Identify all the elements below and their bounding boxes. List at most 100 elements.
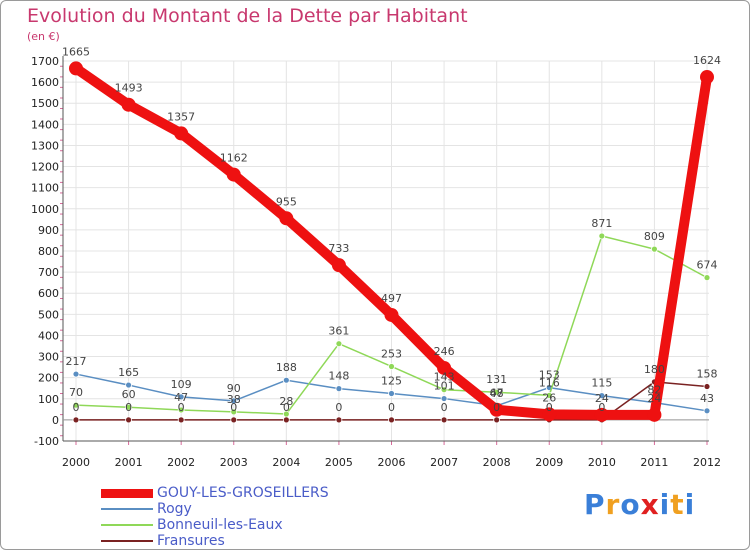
x-tick-label: 2004	[272, 456, 300, 469]
data-label: 0	[178, 401, 185, 414]
y-tick-label: 100	[38, 393, 59, 406]
data-point	[121, 97, 136, 112]
data-point	[388, 363, 395, 370]
chart-title: Evolution du Montant de la Dette par Hab…	[27, 5, 468, 27]
data-point	[703, 274, 711, 282]
y-tick-label: 1400	[31, 118, 59, 131]
data-label: 38	[227, 393, 241, 406]
legend-label: GOUY-LES-GROSEILLERS	[157, 485, 329, 501]
data-label: 82	[647, 384, 661, 397]
x-tick-label: 2012	[693, 456, 721, 469]
data-point	[279, 211, 294, 226]
data-point	[230, 416, 238, 424]
legend-swatch-fransures	[101, 540, 153, 542]
data-point	[335, 340, 343, 348]
data-point	[545, 391, 553, 399]
data-label: 1624	[693, 54, 721, 67]
logo-letter: i	[684, 488, 696, 521]
data-label: 1665	[62, 45, 90, 58]
legend-swatch-bonneuil	[101, 524, 153, 526]
data-point	[177, 393, 185, 401]
data-point	[388, 416, 395, 424]
x-tick-label: 2001	[115, 456, 143, 469]
data-label: 955	[276, 195, 297, 208]
data-label: 0	[283, 401, 290, 414]
data-point	[174, 126, 189, 141]
data-point	[230, 408, 238, 416]
data-label: 48	[490, 387, 504, 400]
data-point	[384, 307, 399, 322]
data-point	[72, 370, 80, 378]
y-tick-label: 600	[38, 287, 59, 300]
y-tick-label: 1500	[31, 97, 59, 110]
data-label: 1162	[220, 152, 248, 165]
y-tick-label: 1600	[31, 76, 59, 89]
x-tick-labels: 2000 2001 2002 2003 2004 2005 2006 2007 2008 2009…	[62, 456, 721, 469]
data-point	[594, 407, 609, 422]
y-tick-label: 800	[38, 245, 59, 258]
data-point	[440, 386, 448, 394]
data-label: 90	[227, 382, 241, 395]
data-label: 67	[490, 387, 504, 400]
logo-letter: i	[659, 488, 671, 521]
data-point	[598, 232, 606, 240]
data-label: 101	[434, 380, 455, 393]
data-point	[125, 416, 132, 424]
data-point	[226, 167, 241, 182]
data-label: 125	[381, 375, 402, 388]
data-label: 0	[388, 401, 395, 414]
data-label: 115	[591, 377, 612, 390]
data-point	[703, 407, 711, 415]
data-label: 188	[276, 361, 297, 374]
x-tick-label: 2008	[483, 456, 511, 469]
data-label: 47	[174, 391, 188, 404]
data-label: 143	[434, 371, 455, 384]
data-label: 1493	[115, 82, 143, 95]
data-point	[177, 416, 185, 424]
data-point	[230, 397, 238, 405]
data-point	[493, 416, 501, 424]
data-point	[647, 407, 662, 422]
data-label: 497	[381, 292, 402, 305]
y-tick-labels: -100 0 100 200 300 400 500 600 700 800 900 1000 1100…	[31, 55, 59, 448]
legend-label: Fransures	[157, 533, 225, 549]
x-tick-label: 2009	[535, 456, 563, 469]
legend-label: Bonneuil-les-Eaux	[157, 517, 283, 533]
data-label: 109	[171, 378, 192, 391]
legend-item-bonneuil: Bonneuil-les-Eaux	[101, 517, 329, 533]
y-tick-label: 0	[52, 414, 59, 427]
y-tick-label: 1000	[31, 203, 59, 216]
data-label: 148	[328, 370, 349, 383]
data-label: 733	[328, 242, 349, 255]
x-tick-label: 2002	[167, 456, 195, 469]
legend-label: Rogy	[157, 501, 192, 517]
data-point	[542, 407, 557, 422]
data-point	[282, 416, 290, 424]
data-point	[282, 376, 290, 384]
data-label: 43	[700, 392, 714, 405]
y-tick-label: 700	[38, 266, 59, 279]
x-tick-label: 2000	[62, 456, 90, 469]
logo-letter: t	[670, 488, 685, 521]
data-label: 0	[125, 401, 132, 414]
data-labels: 1665 1493 1357 1162 955 733 497 246 48 26 24 24 1624…	[62, 45, 721, 414]
data-label: 246	[434, 345, 455, 358]
data-label: 253	[381, 347, 402, 360]
data-label: 0	[493, 401, 500, 414]
data-label: 0	[335, 401, 342, 414]
y-tick-label: 1300	[31, 139, 59, 152]
y-tick-label: -100	[34, 435, 59, 448]
data-label: 809	[644, 230, 665, 243]
data-label: 674	[697, 259, 718, 272]
x-tick-label: 2010	[588, 456, 616, 469]
data-point	[493, 388, 501, 396]
data-label: 1357	[167, 110, 195, 123]
legend-item-gouy: GOUY-LES-GROSEILLERS	[101, 485, 329, 501]
data-point	[489, 402, 504, 417]
logo-letter: x	[640, 488, 660, 521]
data-label: 24	[595, 392, 609, 405]
data-label: 70	[69, 386, 83, 399]
data-label: 116	[539, 376, 560, 389]
data-point	[125, 381, 132, 389]
